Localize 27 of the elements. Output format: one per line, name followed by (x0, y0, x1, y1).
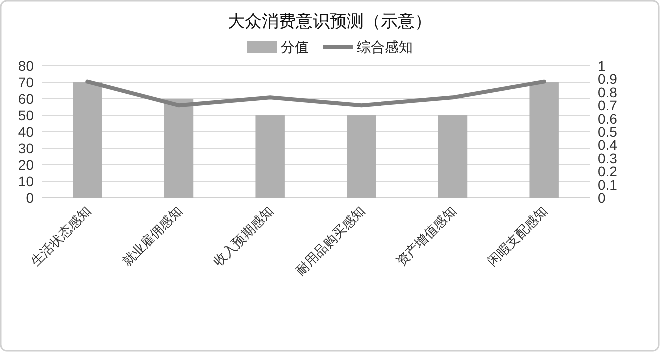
bar (73, 82, 102, 198)
y2-tick-label: 1 (598, 58, 606, 74)
y2-tick-label: 0 (598, 190, 606, 206)
y-tick-label: 10 (18, 174, 34, 190)
y-tick-label: 40 (18, 124, 34, 140)
bar (256, 116, 285, 198)
y-tick-label: 60 (18, 91, 34, 107)
legend-label: 分值 (281, 39, 309, 55)
bar (164, 99, 194, 198)
y-tick-label: 20 (18, 157, 34, 173)
x-tick-label: 资产增值感知 (393, 204, 460, 270)
x-tick-label: 闲暇支配感知 (484, 204, 550, 270)
chart-title: 大众消费意识预测（示意） (228, 12, 432, 31)
y-tick-label: 0 (26, 190, 34, 206)
y-tick-label: 70 (18, 74, 34, 90)
y2-tick-label: 0.5 (598, 124, 618, 140)
x-tick-label: 生活状态感知 (28, 204, 94, 270)
x-tick-label: 就业雇佣感知 (119, 204, 186, 270)
bar (438, 116, 468, 198)
x-tick-label: 收入预期感知 (210, 204, 276, 270)
x-tick-label: 耐用品购买感知 (292, 204, 368, 278)
legend-label: 综合感知 (357, 39, 413, 55)
bar (347, 116, 376, 198)
y-tick-label: 80 (18, 58, 34, 74)
y-tick-label: 50 (18, 108, 34, 124)
bar (530, 82, 559, 198)
y-tick-label: 30 (18, 140, 34, 156)
